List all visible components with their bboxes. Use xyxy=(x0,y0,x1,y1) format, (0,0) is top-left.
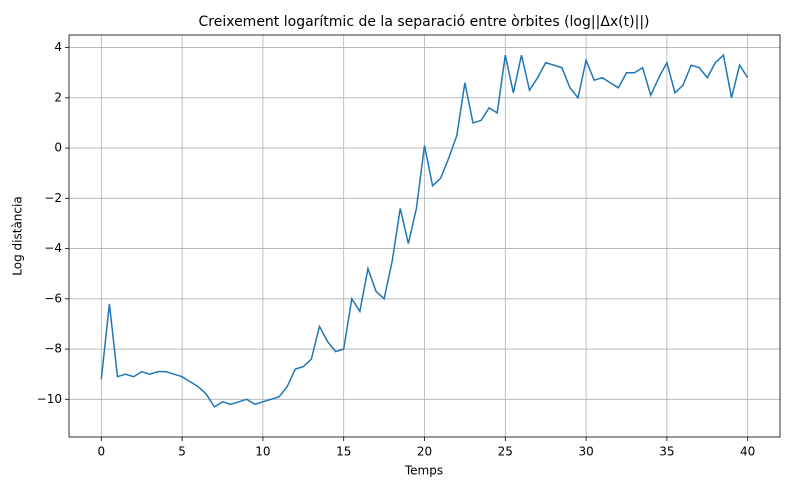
x-tick-label: 25 xyxy=(498,445,513,459)
x-axis-label: Temps xyxy=(404,464,443,478)
x-tick-label: 35 xyxy=(659,445,674,459)
x-tick-label: 5 xyxy=(178,445,186,459)
plot-frame xyxy=(68,34,781,438)
y-tick-label: −8 xyxy=(44,342,62,356)
y-tick-label: −4 xyxy=(44,241,62,255)
y-tick-label: −2 xyxy=(44,191,62,205)
x-tick-label: 0 xyxy=(97,445,105,459)
x-tick-label: 40 xyxy=(740,445,755,459)
x-tick-label: 15 xyxy=(336,445,351,459)
y-tick-label: −6 xyxy=(44,291,62,305)
y-tick-label: 0 xyxy=(54,141,62,155)
y-tick-label: 4 xyxy=(54,40,62,54)
x-tick-label: 30 xyxy=(578,445,593,459)
chart-title: Creixement logarítmic de la separació en… xyxy=(198,14,649,30)
y-tick-label: −10 xyxy=(37,392,62,406)
y-tick-label: 2 xyxy=(54,90,62,104)
x-tick-label: 20 xyxy=(417,445,432,459)
data-line xyxy=(100,53,749,408)
x-tick-label: 10 xyxy=(255,445,270,459)
y-axis-label: Log distància xyxy=(11,196,25,275)
